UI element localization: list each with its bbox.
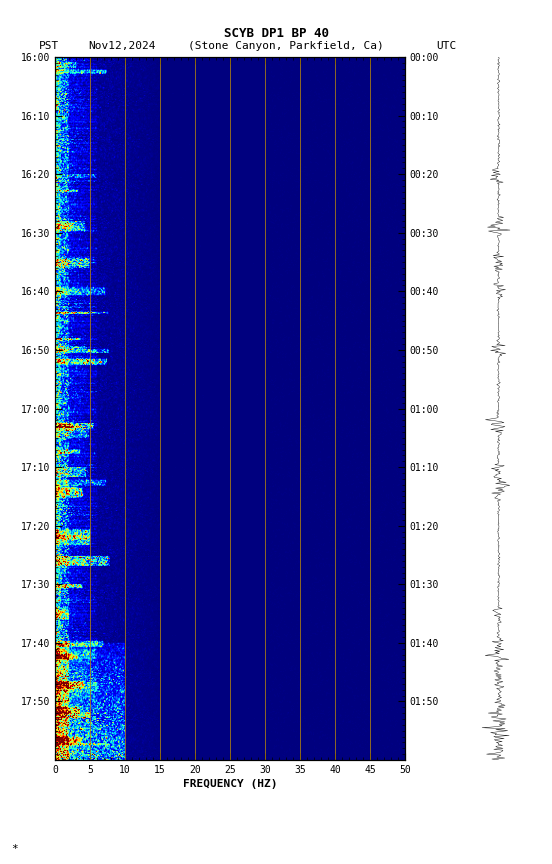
Text: UTC: UTC bbox=[436, 41, 457, 52]
Text: (Stone Canyon, Parkfield, Ca): (Stone Canyon, Parkfield, Ca) bbox=[188, 41, 384, 52]
Text: SCYB DP1 BP 40: SCYB DP1 BP 40 bbox=[224, 27, 328, 40]
Text: Nov12,2024: Nov12,2024 bbox=[88, 41, 156, 52]
X-axis label: FREQUENCY (HZ): FREQUENCY (HZ) bbox=[183, 779, 277, 789]
Text: *: * bbox=[11, 843, 18, 854]
Text: PST: PST bbox=[39, 41, 59, 52]
